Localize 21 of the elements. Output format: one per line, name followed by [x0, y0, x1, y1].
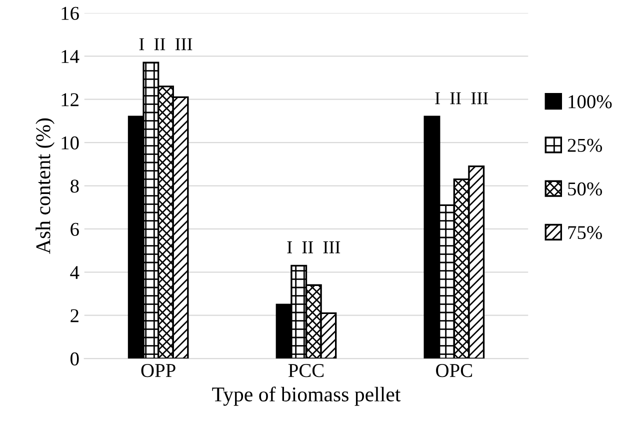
y-tick-label: 4 [70, 266, 80, 279]
x-tick-label: OPP [141, 364, 176, 378]
annotation: I II III [139, 38, 192, 50]
annotation: I II III [435, 92, 488, 104]
x-tick-label: PCC [288, 364, 324, 378]
y-tick-label: 10 [62, 136, 79, 150]
y-tick-label: 6 [70, 222, 79, 236]
legend-label: 100% [568, 95, 612, 108]
annotation: I II III [287, 241, 340, 254]
y-tick-label: 14 [62, 50, 80, 63]
y-tick-label: 16 [62, 6, 79, 20]
y-tick-label: 0 [70, 352, 79, 366]
y-axis-title: Ash content (%) [36, 118, 55, 254]
y-tick-label: 12 [62, 93, 78, 106]
legend-label: 50% [568, 182, 602, 196]
x-tick-label: OPC [436, 364, 472, 378]
y-tick-label: 2 [70, 309, 78, 322]
legend-label: 25% [568, 138, 602, 152]
x-axis-title: Type of biomass pellet [212, 386, 401, 406]
legend-label: 75% [568, 226, 602, 240]
y-tick-label: 8 [70, 180, 79, 193]
